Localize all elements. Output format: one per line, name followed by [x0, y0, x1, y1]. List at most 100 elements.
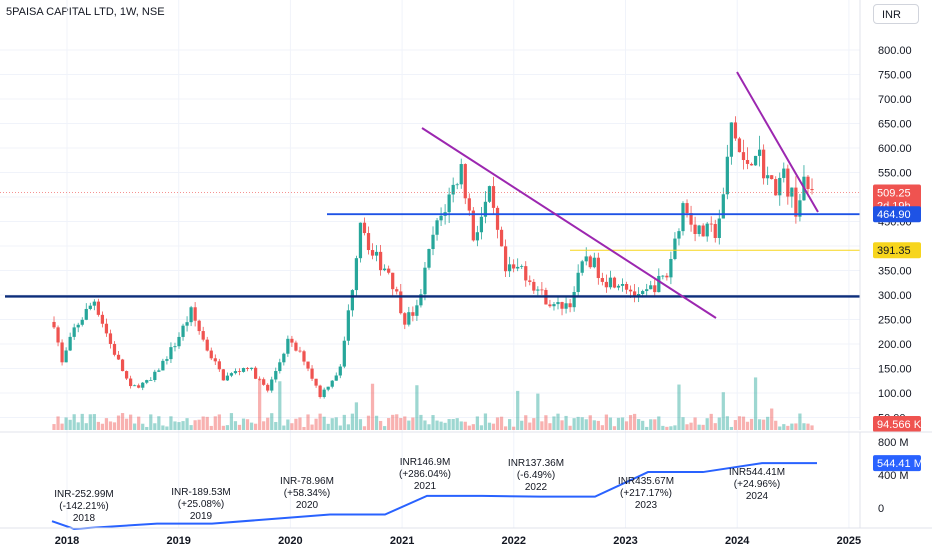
candle-body	[499, 229, 504, 247]
volume-bar	[653, 419, 657, 430]
candle-body	[411, 312, 415, 316]
revenue-axis-tag-bg	[873, 455, 921, 472]
candle-body	[653, 285, 657, 293]
price-axis[interactable]: 800.00750.00700.00650.00600.00550.00500.…	[859, 0, 912, 430]
volume-bar	[64, 417, 68, 430]
volume-bar	[774, 420, 778, 430]
candle-body	[685, 203, 689, 214]
candle-body	[249, 367, 254, 369]
candle-body	[330, 380, 334, 387]
revenue-axis-tick: 0	[878, 503, 884, 515]
candle-body	[310, 368, 314, 379]
candle-body	[782, 168, 786, 178]
candle-body	[366, 233, 371, 251]
volume-bar	[588, 415, 592, 430]
volume-bar	[104, 418, 109, 430]
price-tick-label: 750.00	[878, 70, 912, 82]
candle-body	[213, 358, 217, 362]
volume-bar	[217, 414, 221, 430]
candle-body	[701, 225, 705, 237]
volume-bar	[620, 417, 625, 430]
candle-body	[806, 176, 810, 190]
candle-body	[274, 371, 278, 380]
candle-body	[306, 361, 310, 369]
time-tick-label: 2020	[278, 535, 302, 547]
candle-body	[258, 378, 262, 380]
volume-bar	[399, 418, 403, 430]
revenue-year: 2018	[73, 513, 96, 524]
volume-bar	[693, 417, 697, 430]
volume-bar	[637, 419, 641, 430]
candle-body	[133, 385, 137, 387]
candle-body	[153, 371, 157, 380]
candle-body	[592, 257, 596, 268]
volume-bar	[576, 416, 580, 430]
revenue-value: INR435.67M	[618, 476, 674, 487]
time-tick-label: 2023	[613, 535, 637, 547]
candle-body	[491, 186, 496, 208]
volume-bar	[310, 424, 314, 430]
candle-body	[173, 346, 177, 348]
volume-bar	[124, 418, 129, 430]
time-axis[interactable]: 2018 2019 2020 2021 2022 2023 2024 2025	[0, 527, 932, 547]
candle-body	[314, 378, 318, 386]
volume-bar	[358, 419, 363, 430]
volume-bar	[443, 422, 447, 430]
volume-bar	[786, 425, 790, 430]
volume-bar	[225, 425, 230, 430]
volume-bar	[370, 383, 375, 430]
volume-bar	[512, 426, 516, 430]
candle-body	[741, 152, 746, 161]
candle-body	[600, 278, 604, 282]
candle-body	[749, 163, 754, 166]
candle-body	[149, 379, 153, 381]
volume-bar	[249, 422, 254, 430]
candle-body	[798, 200, 802, 217]
revenue-year: 2023	[635, 500, 658, 511]
candle-body	[745, 160, 750, 164]
currency-selector[interactable]: INR	[873, 4, 919, 24]
volume-bar	[314, 418, 318, 430]
volume-bar	[624, 421, 629, 430]
candle-body	[762, 149, 766, 179]
time-tick-label: 2018	[55, 535, 79, 547]
volume-bar	[72, 414, 76, 430]
volume-tag: 94.566 K	[877, 419, 922, 431]
volume-bar	[197, 419, 201, 430]
candle-body	[399, 291, 403, 314]
time-tick-label: 2019	[166, 535, 190, 547]
volume-bar	[632, 413, 637, 430]
candle-body	[733, 122, 738, 139]
volume-bar	[685, 424, 689, 430]
candle-body	[753, 155, 758, 166]
volume-bar	[669, 426, 673, 430]
volume-bar	[560, 420, 564, 430]
volume-bar	[548, 423, 552, 430]
candle-body	[447, 194, 451, 213]
candle-body	[508, 264, 512, 272]
revenue-change: (+286.04%)	[399, 469, 451, 480]
volume-bar	[572, 418, 576, 430]
trendline-2024	[736, 71, 819, 213]
volume-bar	[116, 415, 121, 430]
revenue-pane: 800 M 400 M 0 544.41 M INR-252.99M(-142.21%)…	[0, 431, 932, 530]
chart-title: 5PAISA CAPITAL LTD, 1W, NSE	[6, 6, 165, 18]
time-tick-label: 2022	[502, 535, 526, 547]
volume-bar	[221, 425, 225, 430]
volume-bar	[503, 426, 508, 430]
volume-bar	[713, 423, 717, 430]
candle-body	[628, 289, 633, 292]
volume-bar	[677, 384, 681, 430]
candle-body	[520, 266, 524, 267]
volume-bar	[262, 421, 266, 430]
candle-body	[338, 366, 342, 376]
price-tick-label: 800.00	[878, 45, 912, 57]
candle-body	[403, 313, 407, 325]
revenue-value: INR-189.53M	[171, 487, 230, 498]
time-tick-label: 2021	[390, 535, 414, 547]
volume-bar	[532, 418, 536, 430]
candle-body	[689, 213, 693, 225]
volume-bar	[318, 413, 322, 430]
candle-body	[407, 312, 411, 325]
